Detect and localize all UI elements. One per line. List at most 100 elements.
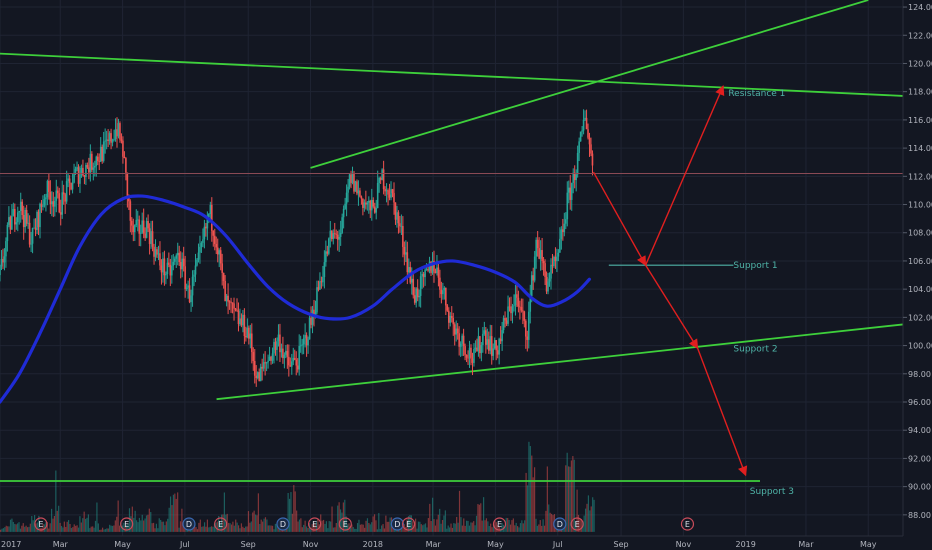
volume-bar <box>94 520 97 532</box>
volume-bar <box>508 519 510 532</box>
candle-body <box>356 181 358 194</box>
volume-bar <box>14 523 16 532</box>
volume-bar <box>55 470 57 532</box>
volume-bar <box>118 525 121 532</box>
candle-body <box>162 258 164 273</box>
volume-bar <box>529 446 531 532</box>
candle-body <box>560 229 563 239</box>
volume-bar <box>195 527 197 532</box>
candle-body <box>34 227 37 230</box>
volume-bar <box>507 517 509 532</box>
candle-body <box>290 361 293 367</box>
candle-body <box>443 287 446 291</box>
volume-bar <box>72 527 74 532</box>
volume-bar <box>147 514 149 532</box>
volume-bar <box>46 522 48 532</box>
volume-bar <box>254 514 257 532</box>
volume-bar <box>372 516 374 532</box>
candle-body <box>213 235 216 244</box>
volume-bar <box>463 518 465 532</box>
candle-body <box>351 172 354 183</box>
time-tick-label: Mar <box>426 540 442 549</box>
volume-bar <box>274 523 276 532</box>
volume-bar <box>269 525 271 532</box>
resistance-1-line <box>0 52 904 97</box>
candle-body <box>464 346 466 355</box>
candle-body <box>157 253 160 255</box>
candle-body <box>179 262 182 270</box>
volume-bar <box>276 524 278 532</box>
volume-bar <box>59 522 61 532</box>
volume-bar <box>60 525 63 532</box>
volume-bar <box>468 525 471 532</box>
candle-body <box>467 357 469 359</box>
volume-bar <box>572 456 574 532</box>
candle-body <box>148 228 151 244</box>
candle-body <box>93 165 96 168</box>
candle-body <box>588 137 591 145</box>
price-tick-label: 90.00 <box>908 483 931 492</box>
candle-body <box>108 133 111 142</box>
candle-body <box>406 252 409 273</box>
volume-bar <box>532 477 534 532</box>
candle-body <box>480 344 483 354</box>
candle-body <box>270 356 272 361</box>
volume-bar <box>7 526 9 532</box>
candle-body <box>347 186 349 193</box>
candle-body <box>185 287 188 290</box>
candle-body <box>116 129 118 137</box>
candle-body <box>58 193 61 213</box>
volume-bar <box>458 490 461 532</box>
volume-bar <box>541 525 543 532</box>
candle-body <box>393 193 395 203</box>
candle-body <box>215 243 218 248</box>
candle-body <box>184 266 186 290</box>
volume-bar <box>267 525 269 532</box>
volume-bar <box>257 493 259 532</box>
volume-bar <box>208 527 210 532</box>
candle-body <box>323 262 326 278</box>
volume-bar <box>466 520 468 532</box>
projection-arrow <box>644 264 699 350</box>
candle-body <box>83 175 86 177</box>
candle-body <box>533 256 536 281</box>
volume-bar <box>133 517 135 532</box>
candle-body <box>43 199 46 206</box>
candle-body <box>508 306 511 308</box>
candle-body <box>193 274 195 277</box>
volume-bar <box>111 525 114 532</box>
candle-body <box>295 359 298 366</box>
price-axis[interactable]: 88.00 90.00 92.00 94.00 96.00 98.00 100.00 102.… <box>902 0 932 550</box>
candle-body <box>258 372 261 382</box>
volume-bar <box>388 521 390 532</box>
candle-body <box>421 273 423 277</box>
price-tick-label: 94.00 <box>908 426 931 435</box>
volume-bar <box>298 519 301 532</box>
candle-body <box>98 160 101 162</box>
volume-bar <box>525 472 527 532</box>
volume-bar <box>524 520 526 532</box>
volume-bar <box>412 521 414 532</box>
time-tick-label: Sep <box>241 540 256 549</box>
candle-body <box>447 310 450 323</box>
time-axis[interactable]: 2017 Mar May Jul Sep Nov 2018 Mar May Jul Sep Nov 20… <box>0 535 932 550</box>
candle-body <box>405 252 407 255</box>
candle-body <box>587 129 589 138</box>
volume-bar <box>355 528 357 532</box>
candle-body <box>319 281 321 290</box>
candle-body <box>233 303 235 309</box>
candle-body <box>145 220 148 238</box>
candle-body <box>68 178 71 183</box>
candle-body <box>450 315 453 319</box>
candle-body <box>445 287 447 306</box>
candle-body <box>222 272 225 281</box>
time-tick-label: Nov <box>303 540 319 549</box>
candle-body <box>507 306 509 324</box>
candle-body <box>410 278 413 283</box>
candle-body <box>567 187 570 193</box>
volume-bar <box>202 526 204 532</box>
candle-body <box>261 366 263 369</box>
candle-body <box>163 258 166 276</box>
